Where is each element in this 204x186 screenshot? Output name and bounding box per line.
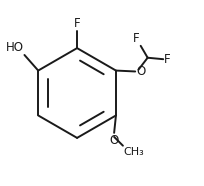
Text: CH₃: CH₃ [123, 147, 144, 157]
Text: F: F [73, 17, 80, 30]
Text: O: O [136, 65, 145, 78]
Text: F: F [164, 53, 170, 66]
Text: F: F [133, 32, 139, 45]
Text: HO: HO [6, 41, 23, 54]
Text: O: O [109, 134, 118, 147]
